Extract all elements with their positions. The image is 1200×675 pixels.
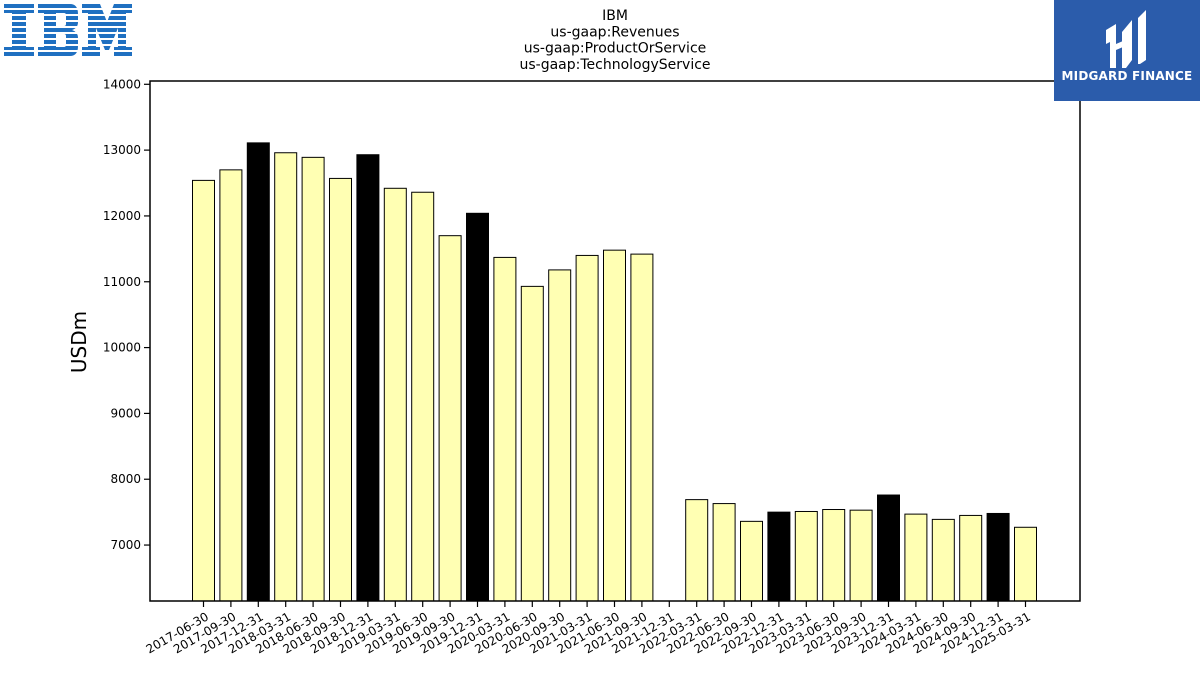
bar-2021-03-31 — [575, 254, 599, 602]
y-axis-label: USDm — [67, 311, 91, 373]
chart-title-line: us-gaap:Revenues — [550, 24, 679, 40]
y-tick-label: 10000 — [103, 341, 141, 355]
bar-2019-06-30 — [411, 191, 435, 602]
y-tick-label: 11000 — [103, 275, 141, 289]
bar-2020-09-30 — [548, 269, 572, 602]
brand-logo: MIDGARD FINANCE — [1054, 0, 1200, 101]
bar-2024-03-31 — [904, 513, 928, 602]
bar-2023-06-30 — [822, 509, 846, 602]
brand-mark-icon — [1106, 10, 1146, 68]
bar-2025-03-31 — [1014, 526, 1037, 602]
y-tick-label: 8000 — [110, 472, 141, 486]
bar-2022-03-31 — [685, 499, 709, 602]
bar-2018-12-31 — [356, 154, 380, 602]
y-tick-label: 14000 — [103, 77, 141, 91]
bar-2022-12-31 — [767, 511, 791, 602]
bar-2017-09-30 — [219, 169, 243, 602]
bar-2020-03-31 — [493, 256, 517, 602]
bar-2019-03-31 — [383, 187, 407, 602]
bar-2017-12-31 — [246, 142, 270, 602]
bar-2023-03-31 — [794, 510, 818, 602]
bar-2019-09-30 — [438, 235, 462, 602]
bar-2019-12-31 — [466, 212, 489, 602]
bar-2022-09-30 — [740, 520, 763, 602]
y-tick-label: 9000 — [110, 406, 141, 420]
bar-2018-06-30 — [301, 156, 325, 602]
chart-title-line: IBM — [602, 8, 628, 24]
bar-2024-09-30 — [959, 514, 983, 602]
y-tick-label: 13000 — [103, 143, 141, 157]
chart-title: IBMus-gaap:Revenuesus-gaap:ProductOrServ… — [519, 8, 710, 73]
brand-name: MIDGARD FINANCE — [1061, 69, 1193, 83]
company-logo — [4, 4, 132, 56]
bar-2023-12-31 — [877, 494, 900, 602]
bar-2017-06-30 — [192, 179, 215, 602]
bar-2018-09-30 — [329, 177, 352, 602]
y-tick-label: 7000 — [110, 538, 141, 552]
bar-2018-03-31 — [274, 152, 298, 602]
chart-title-line: us-gaap:TechnologyService — [519, 57, 710, 73]
axes-group: 7000800090001000011000120001300014000201… — [103, 77, 1081, 656]
chart-title-line: us-gaap:ProductOrService — [524, 41, 707, 57]
bar-2021-06-30 — [603, 249, 626, 602]
bar-2021-09-30 — [630, 253, 654, 602]
bars-group — [192, 142, 1037, 602]
bar-2024-06-30 — [931, 518, 955, 602]
bar-2020-06-30 — [520, 285, 544, 602]
bar-2022-06-30 — [712, 503, 736, 602]
bar-2024-12-31 — [986, 512, 1010, 602]
y-tick-label: 12000 — [103, 209, 141, 223]
bar-2023-09-30 — [849, 509, 873, 602]
